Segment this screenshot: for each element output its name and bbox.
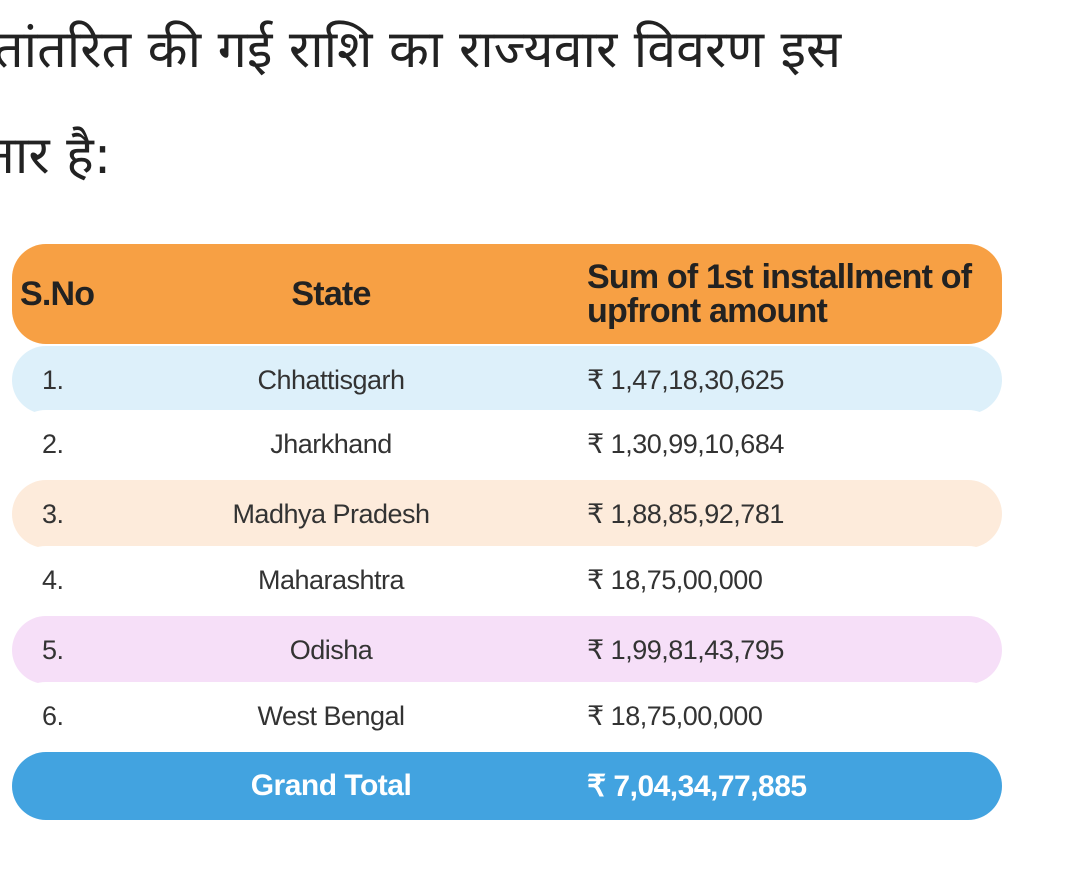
table-row: 5. Odisha ₹ 1,99,81,43,795 [12, 616, 1002, 684]
row-amount: ₹ 1,88,85,92,781 [587, 498, 784, 529]
row-amount: ₹ 1,30,99,10,684 [587, 428, 784, 459]
row-amount: ₹ 18,75,00,000 [587, 700, 763, 731]
header-state: State [291, 274, 371, 313]
row-sno: 2. [42, 428, 64, 459]
header-amount: Sum of 1st installment of upfront amount [587, 258, 972, 330]
table-row: 3. Madhya Pradesh ₹ 1,88,85,92,781 [12, 480, 1002, 548]
table-row: 2. Jharkhand ₹ 1,30,99,10,684 [12, 410, 1002, 478]
grand-total-row: Grand Total ₹ 7,04,34,77,885 [12, 752, 1002, 820]
grand-total-label: Grand Total [250, 769, 412, 802]
row-sno: 3. [42, 498, 64, 529]
row-state: Jharkhand [270, 428, 392, 459]
row-state: Odisha [289, 634, 373, 665]
table-header-row: S.No State Sum of 1st installment of upf… [12, 244, 1002, 344]
row-state: Maharashtra [257, 564, 405, 595]
row-amount: ₹ 1,47,18,30,625 [587, 364, 784, 395]
grand-total-amount: ₹ 7,04,34,77,885 [587, 769, 807, 803]
table-row: 1. Chhattisgarh ₹ 1,47,18,30,625 [12, 346, 1002, 414]
intro-paragraph: तांतरित की गई राशि का राज्यवार विवरण इस … [0, 0, 1080, 206]
row-sno: 1. [42, 364, 64, 395]
row-state: Madhya Pradesh [232, 498, 430, 529]
intro-line-2: नार है: [0, 126, 112, 186]
row-sno: 5. [42, 634, 64, 665]
row-state: West Bengal [257, 700, 405, 731]
row-sno: 6. [42, 700, 64, 731]
row-amount: ₹ 18,75,00,000 [587, 564, 763, 595]
table-row: 4. Maharashtra ₹ 18,75,00,000 [12, 546, 1002, 614]
header-sno: S.No [20, 274, 95, 313]
table-row: 6. West Bengal ₹ 18,75,00,000 [12, 682, 1002, 750]
row-state: Chhattisgarh [257, 364, 405, 395]
intro-line-1: तांतरित की गई राशि का राज्यवार विवरण इस [0, 20, 842, 80]
row-amount: ₹ 1,99,81,43,795 [587, 634, 784, 665]
row-sno: 4. [42, 564, 64, 595]
